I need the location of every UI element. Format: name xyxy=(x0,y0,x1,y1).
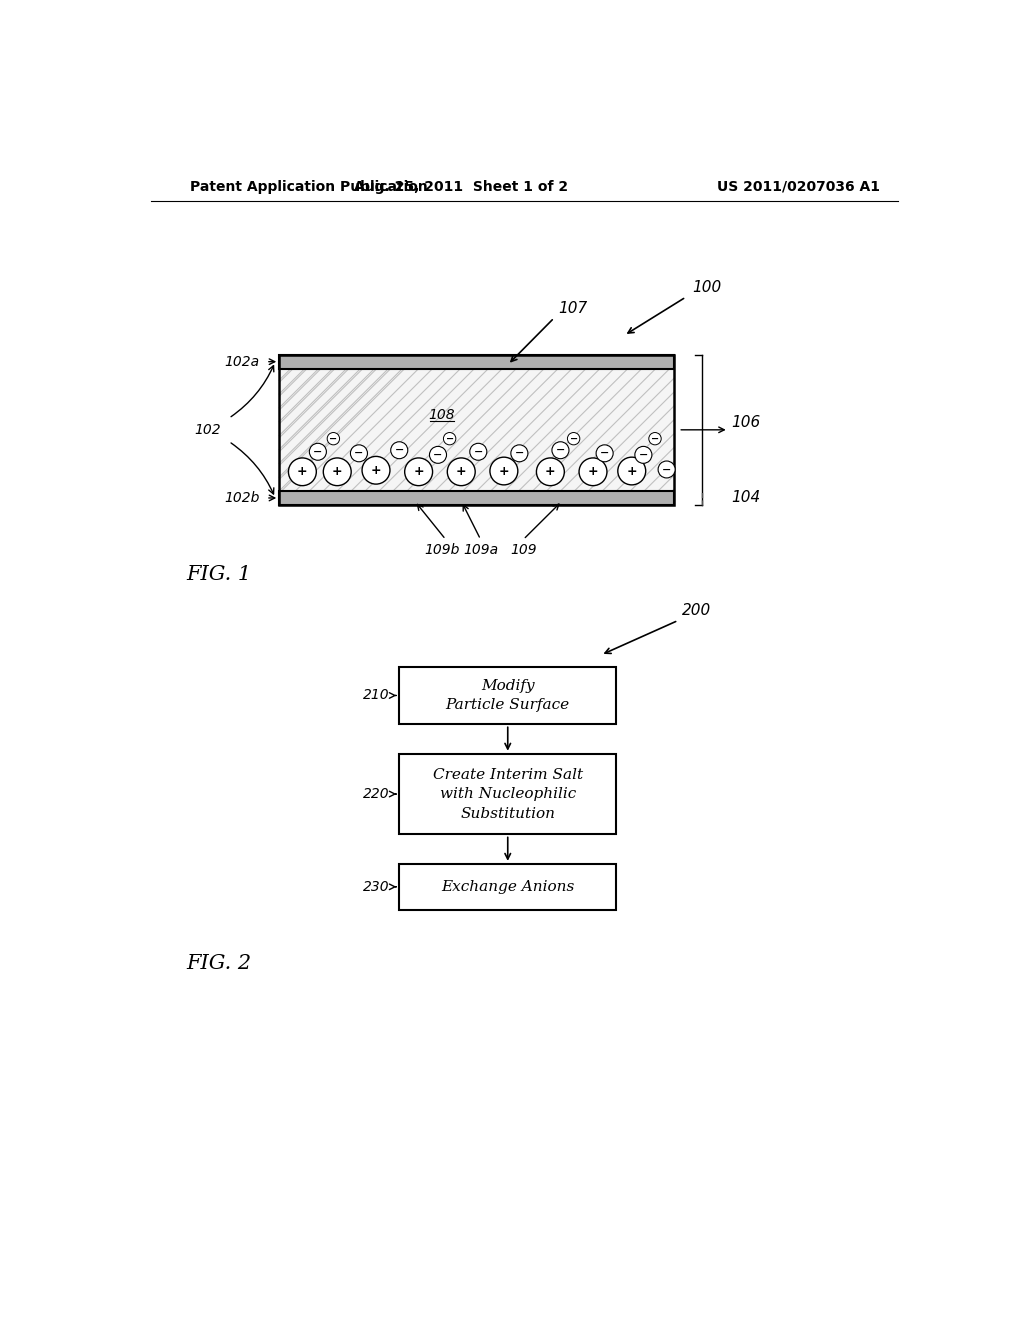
Text: −: − xyxy=(651,434,659,444)
Circle shape xyxy=(552,442,569,459)
Text: 230: 230 xyxy=(364,880,390,894)
Circle shape xyxy=(635,446,652,463)
Bar xyxy=(280,368,675,491)
Circle shape xyxy=(328,433,340,445)
Circle shape xyxy=(447,458,475,486)
Text: 109a: 109a xyxy=(463,544,499,557)
Text: −: − xyxy=(330,434,338,444)
Text: +: + xyxy=(456,465,467,478)
Text: FIG. 1: FIG. 1 xyxy=(186,565,251,583)
Circle shape xyxy=(350,445,368,462)
Text: −: − xyxy=(639,450,648,459)
Text: Modify
Particle Surface: Modify Particle Surface xyxy=(445,678,569,713)
Circle shape xyxy=(579,458,607,486)
Circle shape xyxy=(511,445,528,462)
Circle shape xyxy=(596,445,613,462)
Text: +: + xyxy=(545,465,556,478)
Circle shape xyxy=(617,457,646,484)
Text: 200: 200 xyxy=(682,603,712,618)
Text: FIG. 2: FIG. 2 xyxy=(186,954,251,973)
Text: 102a: 102a xyxy=(224,355,260,368)
Text: +: + xyxy=(499,465,509,478)
Text: 100: 100 xyxy=(692,280,722,294)
Text: −: − xyxy=(600,449,609,458)
Circle shape xyxy=(391,442,408,459)
Circle shape xyxy=(567,433,580,445)
Circle shape xyxy=(429,446,446,463)
Bar xyxy=(399,754,616,834)
Circle shape xyxy=(443,433,456,445)
Text: Create Interim Salt
with Nucleophilic
Substitution: Create Interim Salt with Nucleophilic Su… xyxy=(433,767,583,821)
Text: −: − xyxy=(354,449,364,458)
Bar xyxy=(399,667,616,725)
Circle shape xyxy=(537,458,564,486)
Circle shape xyxy=(658,461,675,478)
Text: +: + xyxy=(332,465,343,478)
Text: −: − xyxy=(313,446,323,457)
Text: −: − xyxy=(515,449,524,458)
Text: Aug. 25, 2011  Sheet 1 of 2: Aug. 25, 2011 Sheet 1 of 2 xyxy=(354,180,568,194)
Text: −: − xyxy=(394,445,403,455)
Text: +: + xyxy=(297,465,307,478)
Text: +: + xyxy=(414,465,424,478)
Text: 107: 107 xyxy=(558,301,588,317)
Bar xyxy=(280,491,675,506)
Text: 104: 104 xyxy=(731,491,760,506)
Text: 220: 220 xyxy=(364,787,390,801)
Text: −: − xyxy=(556,445,565,455)
Text: 102b: 102b xyxy=(224,491,260,506)
Text: 109b: 109b xyxy=(424,544,460,557)
Text: +: + xyxy=(627,465,637,478)
Bar xyxy=(399,863,616,909)
Circle shape xyxy=(404,458,432,486)
Text: −: − xyxy=(662,465,672,474)
Text: +: + xyxy=(588,465,598,478)
Circle shape xyxy=(324,458,351,486)
Text: −: − xyxy=(445,434,454,444)
Text: Exchange Anions: Exchange Anions xyxy=(441,880,574,894)
Circle shape xyxy=(489,457,518,484)
Text: −: − xyxy=(569,434,578,444)
Bar xyxy=(280,355,675,506)
Circle shape xyxy=(309,444,327,461)
Text: 210: 210 xyxy=(364,689,390,702)
Circle shape xyxy=(289,458,316,486)
Text: −: − xyxy=(433,450,442,459)
Circle shape xyxy=(470,444,486,461)
Circle shape xyxy=(649,433,662,445)
Text: Patent Application Publication: Patent Application Publication xyxy=(190,180,428,194)
Circle shape xyxy=(362,457,390,484)
Text: 108: 108 xyxy=(429,408,456,422)
Text: US 2011/0207036 A1: US 2011/0207036 A1 xyxy=(717,180,880,194)
Text: 102: 102 xyxy=(195,422,221,437)
Text: +: + xyxy=(371,463,381,477)
Text: 106: 106 xyxy=(731,414,760,429)
Bar xyxy=(280,355,675,368)
Text: −: − xyxy=(474,446,483,457)
Text: 109: 109 xyxy=(510,544,537,557)
